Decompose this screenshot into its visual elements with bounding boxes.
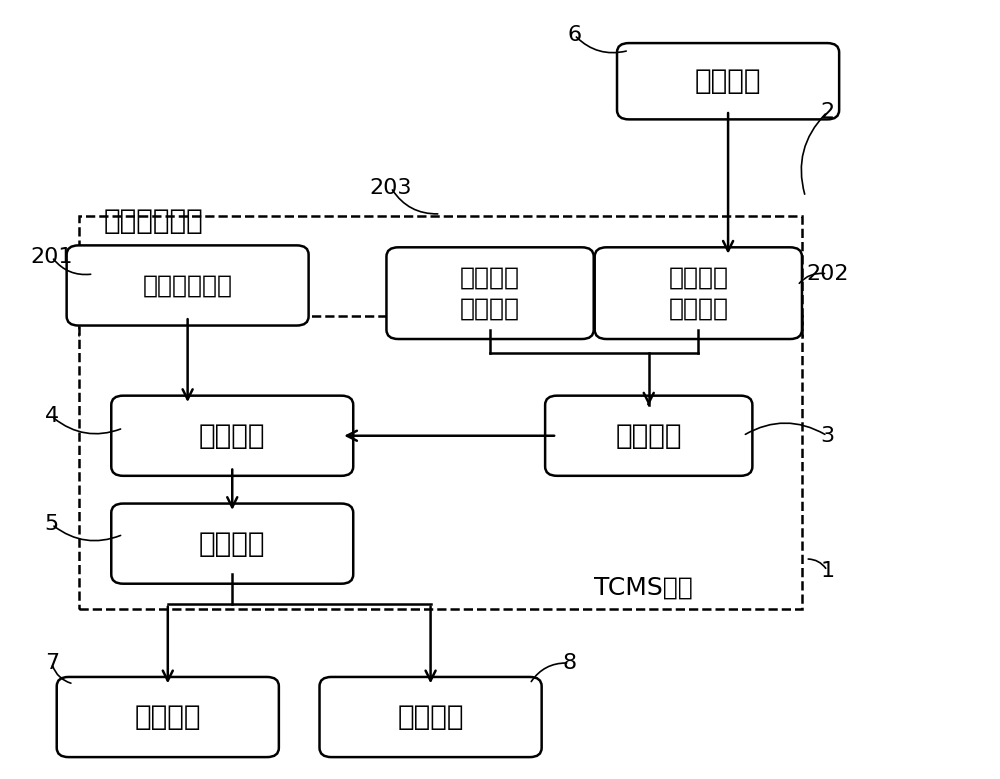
Text: 6: 6 bbox=[567, 25, 581, 45]
Text: 信号系统: 信号系统 bbox=[695, 67, 761, 95]
FancyBboxPatch shape bbox=[67, 245, 309, 326]
FancyBboxPatch shape bbox=[111, 503, 353, 583]
Text: 控制系统: 控制系统 bbox=[397, 703, 464, 731]
Text: 判断单元: 判断单元 bbox=[199, 421, 266, 449]
Text: 202: 202 bbox=[806, 264, 848, 284]
FancyBboxPatch shape bbox=[617, 43, 839, 119]
Text: 201: 201 bbox=[31, 247, 73, 267]
Text: 5: 5 bbox=[45, 514, 59, 534]
Text: 2: 2 bbox=[820, 102, 834, 122]
Text: 3: 3 bbox=[820, 426, 834, 446]
Text: 1: 1 bbox=[820, 561, 834, 580]
Text: 牵引系统: 牵引系统 bbox=[135, 703, 201, 731]
Text: 8: 8 bbox=[562, 653, 576, 673]
FancyBboxPatch shape bbox=[111, 396, 353, 476]
Text: 数据采集单元: 数据采集单元 bbox=[103, 207, 203, 235]
Text: 计算单元: 计算单元 bbox=[616, 421, 682, 449]
FancyBboxPatch shape bbox=[79, 316, 802, 609]
FancyBboxPatch shape bbox=[595, 247, 802, 339]
FancyBboxPatch shape bbox=[79, 216, 802, 336]
Text: 203: 203 bbox=[370, 178, 412, 198]
Text: TCMS系统: TCMS系统 bbox=[594, 575, 693, 599]
FancyBboxPatch shape bbox=[386, 247, 594, 339]
Text: 制动级位
采集模块: 制动级位 采集模块 bbox=[668, 266, 728, 320]
Text: 速度采集模块: 速度采集模块 bbox=[143, 273, 233, 298]
Text: 性能参数
采集模块: 性能参数 采集模块 bbox=[460, 266, 520, 320]
Text: 控制单元: 控制单元 bbox=[199, 530, 266, 558]
FancyBboxPatch shape bbox=[545, 396, 752, 476]
FancyBboxPatch shape bbox=[57, 677, 279, 757]
Text: 4: 4 bbox=[45, 407, 59, 426]
Text: 7: 7 bbox=[45, 653, 59, 673]
FancyBboxPatch shape bbox=[320, 677, 542, 757]
